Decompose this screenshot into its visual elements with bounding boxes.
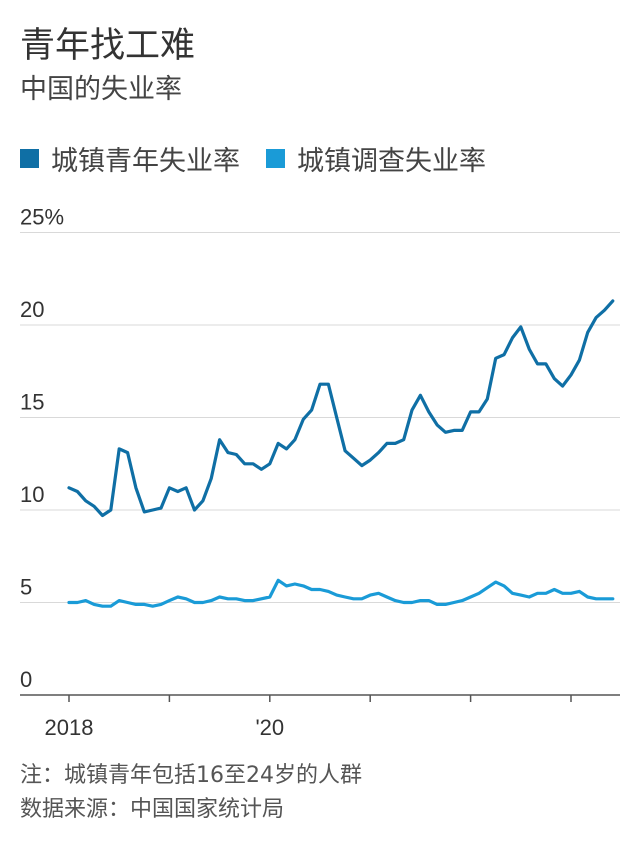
source-note: 数据来源：中国国家统计局: [20, 797, 285, 822]
legend-swatch-youth: [20, 148, 39, 168]
series-line-youth-unemployment: [67, 299, 615, 518]
legend-label-surveyed: 城镇调查失业率: [297, 145, 486, 177]
y-tick-label: 20: [20, 297, 44, 322]
chart-legend: 城镇青年失业率 城镇调查失业率: [20, 138, 512, 178]
chart-subtitle: 中国的失业率: [20, 74, 182, 105]
legend-item-youth: 城镇青年失业率: [20, 139, 240, 178]
y-tick-label: 5: [20, 575, 32, 600]
legend-item-surveyed: 城镇调查失业率: [266, 139, 486, 178]
y-tick-label: 0: [20, 667, 32, 692]
footnote: 注：城镇青年包括16至24岁的人群: [20, 763, 362, 788]
chart-title: 青年找工难: [20, 26, 196, 66]
x-tick-label: 2018: [45, 715, 94, 740]
legend-swatch-surveyed: [266, 148, 285, 168]
y-tick-label: 25%: [20, 205, 64, 230]
series-line-surveyed-unemployment: [67, 578, 615, 608]
y-tick-label: 10: [20, 482, 44, 507]
x-tick-label: '20: [255, 715, 284, 740]
y-tick-label: 15: [20, 390, 44, 415]
legend-label-youth: 城镇青年失业率: [51, 145, 240, 177]
